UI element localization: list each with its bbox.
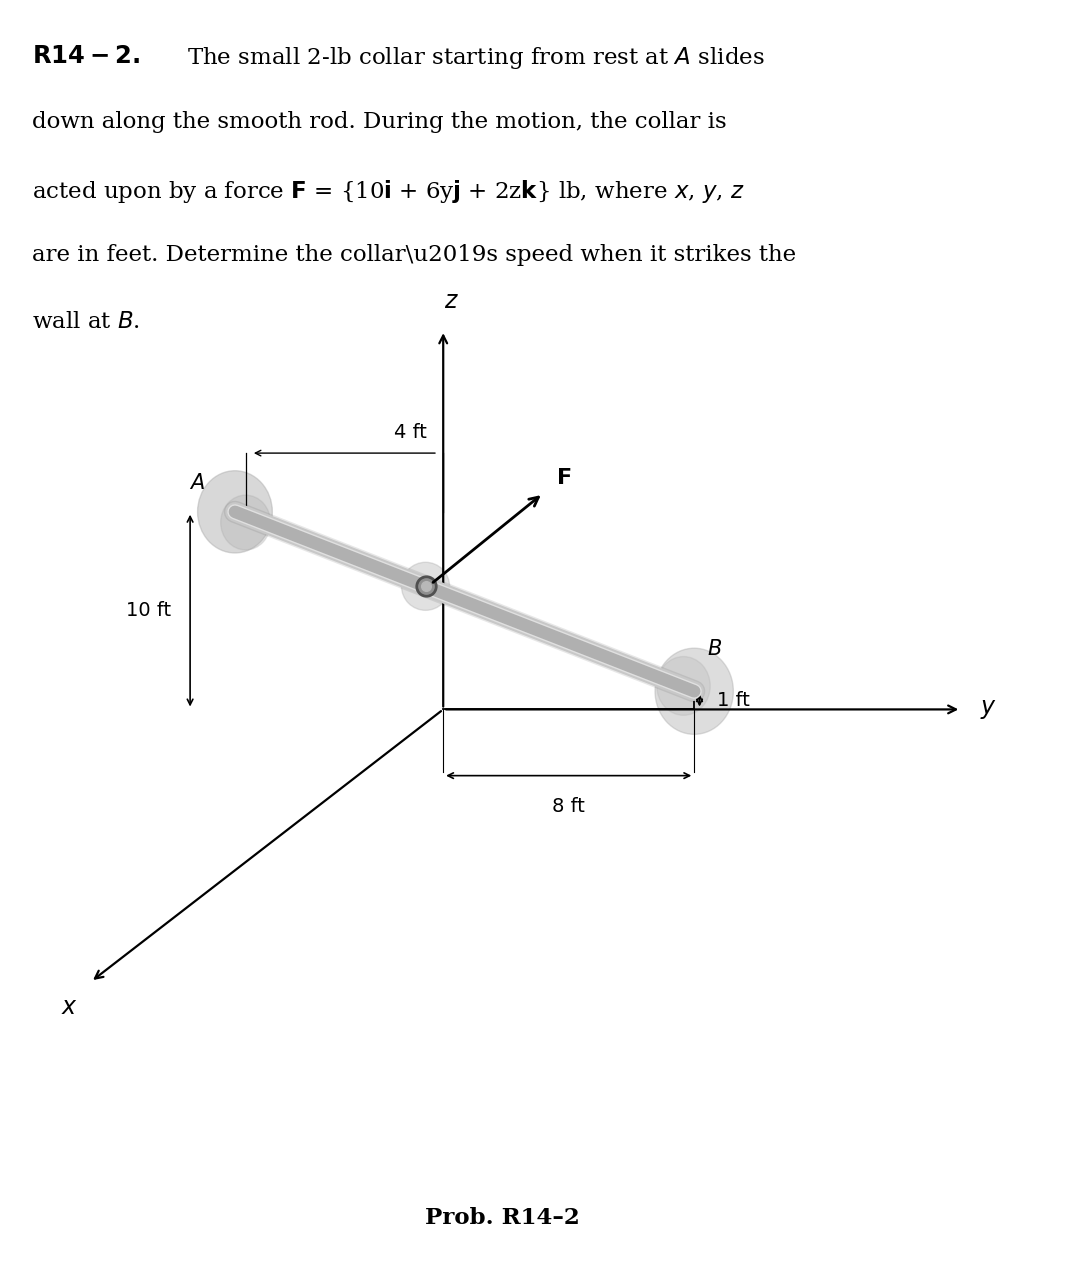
Ellipse shape <box>655 648 734 735</box>
Text: are in feet. Determine the collar\u2019s speed when it strikes the: are in feet. Determine the collar\u2019s… <box>32 244 796 266</box>
Text: Prob. R14–2: Prob. R14–2 <box>425 1207 579 1229</box>
Text: $B$: $B$ <box>707 639 722 659</box>
Ellipse shape <box>198 471 272 553</box>
Text: acted upon by a force $\mathbf{F}$ = {10$\mathbf{i}$ + 6y$\mathbf{j}$ + 2z$\math: acted upon by a force $\mathbf{F}$ = {10… <box>32 178 744 205</box>
Text: $y$: $y$ <box>980 698 998 722</box>
Ellipse shape <box>221 495 270 550</box>
Text: 1 ft: 1 ft <box>717 691 750 710</box>
Text: wall at $B$.: wall at $B$. <box>32 311 140 333</box>
Text: The small 2-lb collar starting from rest at $A$ slides: The small 2-lb collar starting from rest… <box>187 45 765 70</box>
Ellipse shape <box>657 657 710 716</box>
Text: 10 ft: 10 ft <box>126 602 171 620</box>
Text: $\mathbf{R14-2.}$: $\mathbf{R14-2.}$ <box>32 45 140 68</box>
Ellipse shape <box>402 562 450 611</box>
Text: down along the smooth rod. During the motion, the collar is: down along the smooth rod. During the mo… <box>32 111 726 133</box>
Text: $z$: $z$ <box>444 289 459 314</box>
Text: $A$: $A$ <box>189 472 205 493</box>
Text: 8 ft: 8 ft <box>552 797 585 815</box>
Text: 4 ft: 4 ft <box>394 424 427 443</box>
Text: $x$: $x$ <box>61 995 78 1019</box>
Text: $\mathbf{F}$: $\mathbf{F}$ <box>555 468 571 488</box>
